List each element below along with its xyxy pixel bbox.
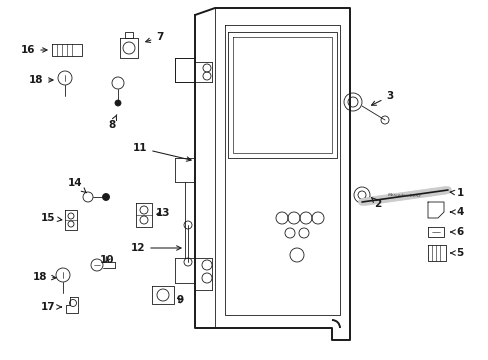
Text: 1: 1 [449, 188, 463, 198]
Text: 17: 17 [41, 302, 61, 312]
Text: 18: 18 [33, 272, 56, 282]
Text: 8: 8 [108, 115, 117, 130]
FancyArrowPatch shape [364, 190, 445, 202]
Text: 11: 11 [132, 143, 191, 161]
Text: 2: 2 [371, 198, 381, 209]
Text: 7: 7 [145, 32, 163, 42]
Text: Mercedes-Benz: Mercedes-Benz [387, 193, 421, 199]
Text: 18: 18 [29, 75, 53, 85]
Text: 6: 6 [449, 227, 463, 237]
Text: 14: 14 [67, 178, 86, 193]
Text: 12: 12 [130, 243, 181, 253]
Text: 13: 13 [156, 208, 170, 218]
Text: 3: 3 [371, 91, 393, 105]
Text: 15: 15 [41, 213, 61, 223]
Text: 16: 16 [20, 45, 47, 55]
Circle shape [115, 100, 121, 106]
Text: 10: 10 [100, 255, 114, 265]
Circle shape [102, 194, 109, 201]
Text: 9: 9 [176, 295, 183, 305]
Text: 4: 4 [449, 207, 463, 217]
Text: 5: 5 [449, 248, 463, 258]
